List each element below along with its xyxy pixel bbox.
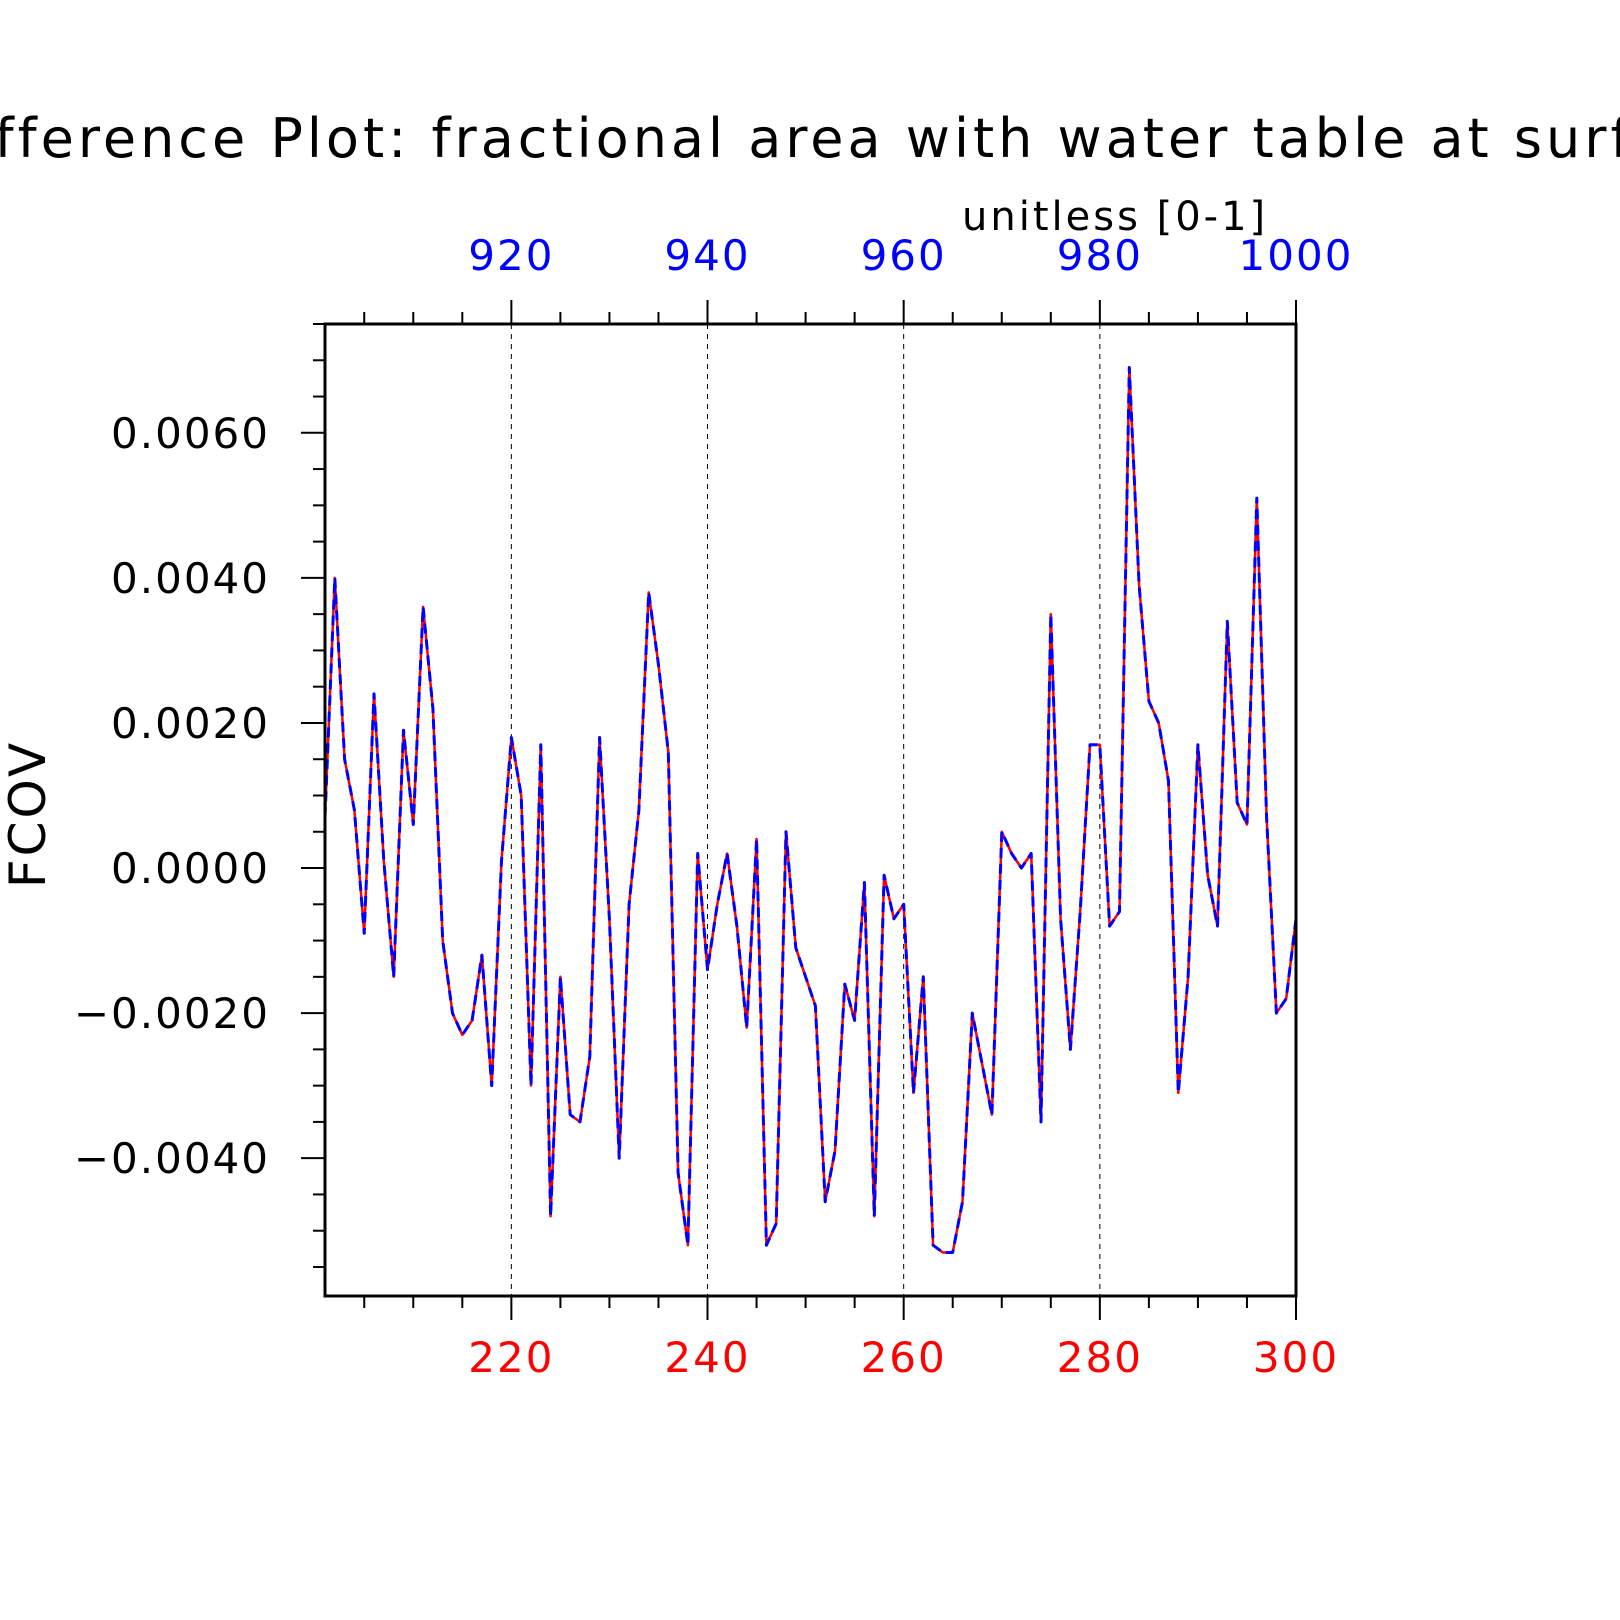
- y-tick-label: 0.0020: [111, 699, 270, 748]
- y-tick-label: −0.0040: [74, 1134, 270, 1183]
- y-tick-label: 0.0000: [111, 844, 270, 893]
- top-tick-label: 960: [861, 231, 947, 280]
- axis-ticks: [301, 300, 1297, 1320]
- series-line-1: [323, 366, 1298, 1254]
- y-axis-label: FCOV: [0, 740, 57, 888]
- tick-labels: 220 240 260 280 300 920 940 960 980 1000 −0.0040 −0…: [74, 231, 1354, 1382]
- y-tick-label: −0.0020: [74, 989, 270, 1038]
- top-tick-label: 940: [664, 231, 750, 280]
- top-tick-label: 980: [1057, 231, 1143, 280]
- series-line-2: [323, 366, 1298, 1254]
- y-tick-label: 0.0040: [111, 554, 270, 603]
- x-tick-label: 280: [1057, 1333, 1143, 1382]
- x-tick-label: 240: [664, 1333, 750, 1382]
- x-tick-label: 220: [468, 1333, 554, 1382]
- top-tick-label: 920: [468, 231, 554, 280]
- x-tick-label: 300: [1253, 1333, 1339, 1382]
- chart-title: Difference Plot: fractional area with wa…: [0, 107, 1620, 170]
- series-layer: [323, 366, 1298, 1254]
- y-tick-label: 0.0060: [111, 409, 270, 458]
- units-label: unitless [0-1]: [962, 194, 1268, 240]
- plot-frame: [323, 322, 1298, 1298]
- grid-lines: [510, 324, 1101, 1296]
- top-tick-label: 1000: [1239, 231, 1354, 280]
- x-tick-label: 260: [861, 1333, 947, 1382]
